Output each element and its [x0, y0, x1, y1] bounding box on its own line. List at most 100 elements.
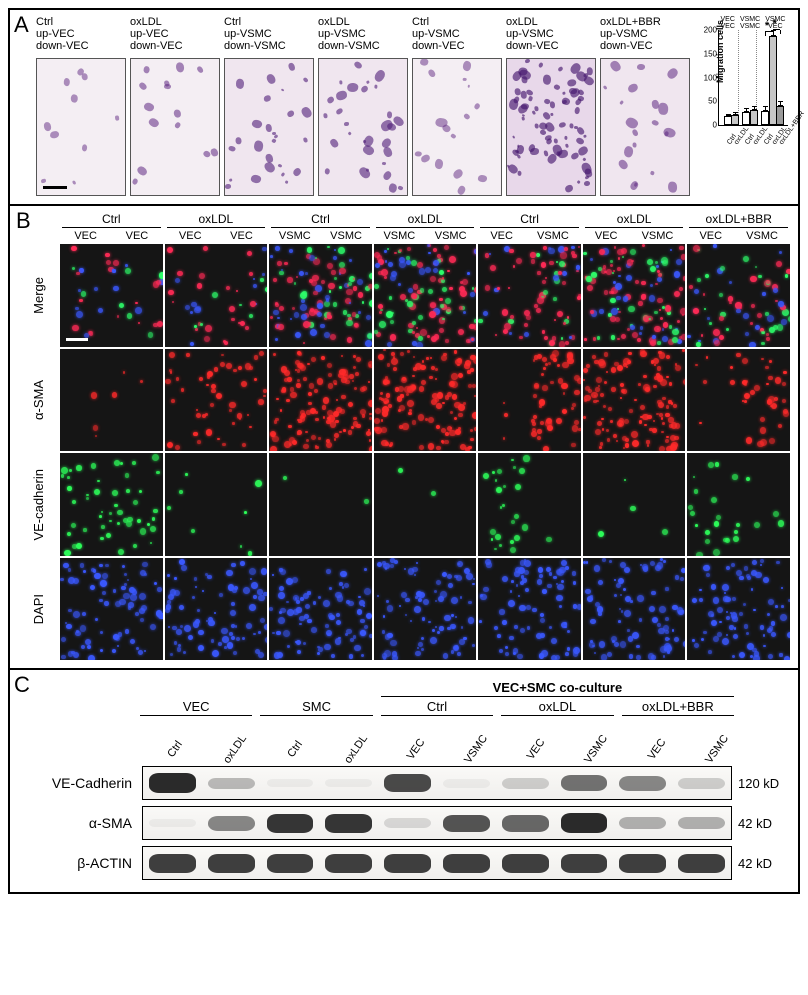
blot-band [619, 776, 666, 791]
panel-b-row-label: Merge [31, 277, 46, 314]
panel-b-group-title: Ctrl [480, 212, 579, 228]
blot-band [619, 817, 666, 829]
blot-band [267, 814, 314, 833]
panel-a-column-header: Ctrlup-VSMCdown-VSMC [224, 16, 314, 56]
fluorescence-image [583, 349, 686, 452]
panel-a-row: Ctrlup-VECdown-VECoxLDLup-VECdown-VECCtr… [36, 16, 790, 196]
panel-b: B CtrloxLDLCtrloxLDLCtrloxLDLoxLDL+BBRVE… [10, 206, 798, 670]
panel-b-sub-labels: VSMCVSMC [374, 230, 477, 242]
fluorescence-image [269, 558, 372, 661]
molecular-weight: 42 kD [738, 856, 788, 871]
fluorescence-image [60, 349, 163, 452]
blot-band [678, 854, 725, 873]
fluorescence-image [60, 558, 163, 661]
blot-band [267, 854, 314, 873]
panel-a: A Ctrlup-VECdown-VECoxLDLup-VECdown-VECC… [10, 10, 798, 206]
fluorescence-image [687, 349, 790, 452]
blot-band [502, 778, 549, 788]
molecular-weight: 42 kD [738, 816, 788, 831]
panel-c-blots: VE-Cadherin 120 kD α-SMA 42 kD β-ACTIN 42 kD [36, 766, 788, 880]
western-blot [142, 846, 732, 880]
blot-band [561, 813, 608, 833]
fluorescence-image [165, 453, 268, 556]
blot-band [443, 854, 490, 873]
panel-a-label: A [14, 12, 29, 38]
fluorescence-image [374, 244, 477, 347]
fluorescence-image [583, 244, 686, 347]
western-blot [142, 806, 732, 840]
coculture-header: VEC+SMC co-culture [381, 680, 734, 697]
western-blot [142, 766, 732, 800]
panel-a-column: oxLDLup-VECdown-VEC [130, 16, 220, 196]
fluorescence-image [374, 558, 477, 661]
blot-band [678, 817, 725, 829]
fluorescence-image [269, 244, 372, 347]
fluorescence-image [165, 244, 268, 347]
chart-bar [750, 110, 758, 125]
panel-b-row-label: DAPI [31, 594, 46, 624]
blot-band [208, 816, 255, 831]
panel-b-group-title: oxLDL+BBR [689, 212, 788, 228]
chart-group-header: VSMCVSMC [740, 16, 760, 30]
fluorescence-image [374, 453, 477, 556]
panel-b-sub-labels: VSMCVSMC [269, 230, 372, 242]
blot-row: β-ACTIN 42 kD [36, 846, 788, 880]
molecular-weight: 120 kD [738, 776, 788, 791]
fluorescence-image [583, 558, 686, 661]
panel-b-row-label: VE-cadherin [31, 469, 46, 541]
panel-b-sub-labels: VECVSMC [478, 230, 581, 242]
blot-row: VE-Cadherin 120 kD [36, 766, 788, 800]
blot-band [443, 815, 490, 833]
blot-band [384, 854, 431, 873]
panel-a-column-header: oxLDLup-VSMCdown-VEC [506, 16, 596, 56]
blot-band [619, 854, 666, 873]
fluorescence-image [165, 558, 268, 661]
chart-bar [731, 115, 739, 125]
blot-band [678, 778, 725, 788]
fluorescence-image [478, 244, 581, 347]
blot-band [384, 818, 431, 828]
panel-a-column-header: Ctrlup-VECdown-VEC [36, 16, 126, 56]
panel-c-label: C [14, 672, 30, 698]
blot-label: VE-Cadherin [36, 775, 136, 791]
panel-a-column: Ctrlup-VECdown-VEC [36, 16, 126, 196]
panel-a-column-header: oxLDLup-VSMCdown-VSMC [318, 16, 408, 56]
panel-a-column: Ctrlup-VSMCdown-VEC [412, 16, 502, 196]
panel-b-sub-labels: VECVEC [60, 230, 163, 242]
transwell-image [36, 58, 126, 196]
blot-label: β-ACTIN [36, 855, 136, 871]
blot-band [149, 773, 196, 793]
blot-label: α-SMA [36, 815, 136, 831]
panel-b-group-title: Ctrl [271, 212, 370, 228]
panel-b-group-title: oxLDL [376, 212, 475, 228]
blot-band [325, 814, 372, 833]
blot-band [149, 854, 196, 873]
panel-b-group-title: Ctrl [62, 212, 161, 228]
blot-band [561, 775, 608, 791]
fluorescence-image [687, 558, 790, 661]
figure-container: A Ctrlup-VECdown-VECoxLDLup-VECdown-VECC… [8, 8, 800, 894]
fluorescence-image [478, 558, 581, 661]
panel-b-group-title: oxLDL [167, 212, 266, 228]
panel-b-label: B [16, 208, 31, 234]
blot-band [384, 774, 431, 792]
blot-band [502, 815, 549, 831]
transwell-image [130, 58, 220, 196]
fluorescence-image [374, 349, 477, 452]
panel-b-sub-labels: VECVSMC [687, 230, 790, 242]
transwell-image [412, 58, 502, 196]
scalebar [66, 338, 88, 341]
chart-bar [776, 106, 784, 125]
panel-b-sub-labels: VECVEC [165, 230, 268, 242]
fluorescence-image [165, 349, 268, 452]
panel-a-column: oxLDL+BBRup-VSMCdown-VEC [600, 16, 690, 196]
panel-b-sub-labels: VECVSMC [583, 230, 686, 242]
fluorescence-image [583, 453, 686, 556]
fluorescence-image [60, 453, 163, 556]
fluorescence-image [269, 453, 372, 556]
blot-band [149, 819, 196, 827]
fluorescence-image [687, 453, 790, 556]
panel-a-column-header: Ctrlup-VSMCdown-VEC [412, 16, 502, 56]
panel-a-column: oxLDLup-VSMCdown-VSMC [318, 16, 408, 196]
fluorescence-image [478, 349, 581, 452]
